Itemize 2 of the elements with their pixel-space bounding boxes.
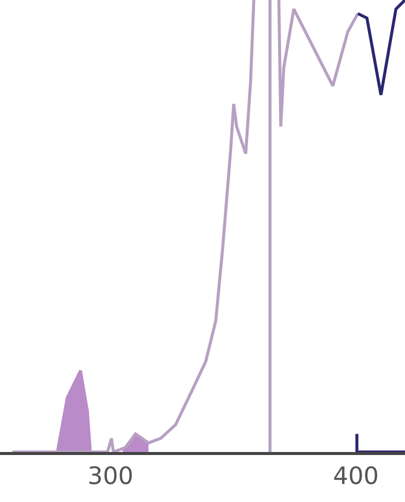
- x-tick-label: 300: [88, 462, 134, 490]
- x-tick-label: 400: [333, 462, 379, 490]
